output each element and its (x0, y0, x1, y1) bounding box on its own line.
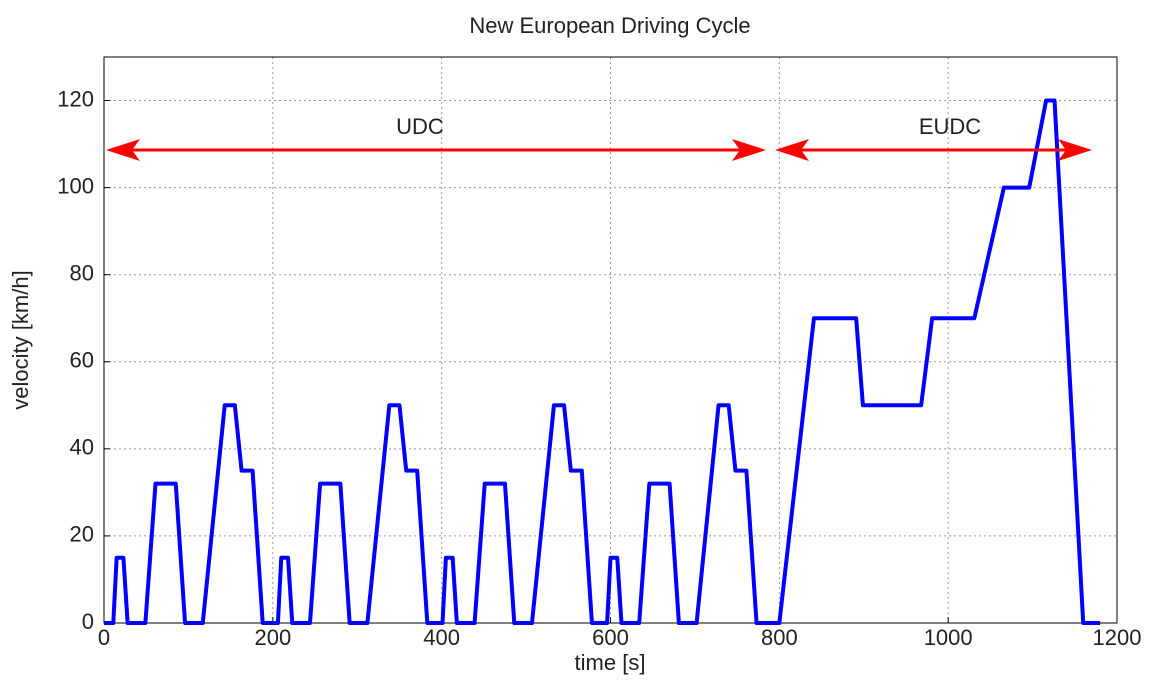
x-tick-label: 200 (254, 625, 291, 650)
x-tick-label: 1200 (1093, 625, 1142, 650)
annotation: UDC (396, 114, 444, 139)
x-tick-label: 800 (761, 625, 798, 650)
y-tick-label: 80 (70, 261, 94, 286)
data-line (104, 98, 1101, 625)
y-tick-label: 20 (70, 522, 94, 547)
x-tick-label: 1000 (924, 625, 973, 650)
annotation: EUDC (919, 114, 981, 139)
x-axis-label: time [s] (575, 650, 646, 675)
x-tick-label: 600 (592, 625, 629, 650)
chart-title: New European Driving Cycle (469, 13, 750, 38)
udc-arrow (106, 139, 766, 161)
y-axis-label: velocity [km/h] (8, 270, 33, 409)
y-tick-label: 60 (70, 348, 94, 373)
y-tick-label: 40 (70, 435, 94, 460)
y-tick-label: 0 (82, 609, 94, 634)
plot-frame (103, 56, 1118, 624)
y-tick-label: 120 (57, 86, 94, 111)
eudc-arrow (775, 139, 1092, 161)
y-tick-label: 100 (57, 173, 94, 198)
x-tick-label: 0 (98, 625, 110, 650)
x-tick-label: 400 (423, 625, 460, 650)
